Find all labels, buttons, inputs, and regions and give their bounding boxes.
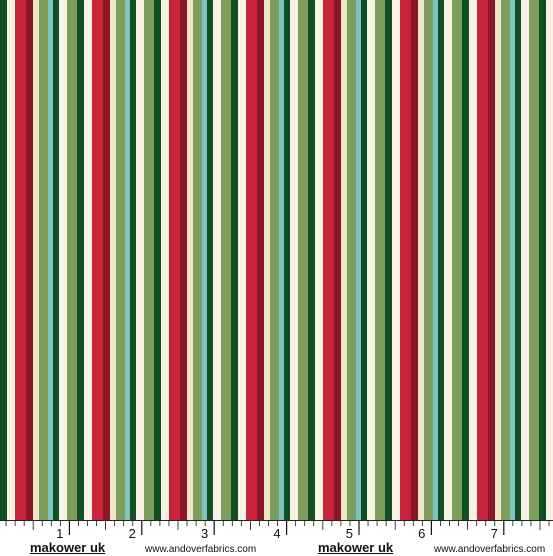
brand-label-right: makower uk [318, 540, 394, 555]
stripe [452, 0, 462, 520]
stripe [279, 0, 284, 520]
stripe [202, 0, 207, 520]
ruler-number: 2 [129, 526, 136, 541]
stripe [136, 0, 144, 520]
stripe [515, 0, 521, 520]
stripe [246, 0, 257, 520]
stripe [477, 0, 488, 520]
stripe [356, 0, 361, 520]
stripe [77, 0, 84, 520]
stripe [7, 0, 15, 520]
stripe-pattern [0, 0, 553, 520]
stripe [257, 0, 264, 520]
stripe [33, 0, 39, 520]
stripe [418, 0, 424, 520]
stripe [462, 0, 469, 520]
stripe [308, 0, 315, 520]
ruler-number: 4 [273, 526, 280, 541]
ruler-ticks: 1 2 3 4 5 6 7 [5, 521, 550, 541]
stripe [284, 0, 290, 520]
stripe [367, 0, 375, 520]
stripe [347, 0, 356, 520]
stripe [433, 0, 438, 520]
stripe [0, 0, 7, 520]
stripe [39, 0, 48, 520]
stripe [529, 0, 539, 520]
stripe [341, 0, 347, 520]
stripe [180, 0, 187, 520]
stripe [110, 0, 116, 520]
stripe [539, 0, 546, 520]
stripe [193, 0, 202, 520]
stripe [187, 0, 193, 520]
stripe [154, 0, 161, 520]
ruler-number: 7 [491, 526, 498, 541]
stripe [26, 0, 33, 520]
stripe [84, 0, 92, 520]
ruler-number: 3 [201, 526, 208, 541]
stripe [375, 0, 385, 520]
stripe [411, 0, 418, 520]
stripe [207, 0, 213, 520]
stripe [213, 0, 221, 520]
stripe [48, 0, 53, 520]
stripe [323, 0, 334, 520]
stripe [67, 0, 77, 520]
brand-label-left: makower uk [30, 540, 106, 555]
stripe [238, 0, 246, 520]
stripe [103, 0, 110, 520]
stripe [546, 0, 553, 520]
stripe [521, 0, 529, 520]
stripe [501, 0, 510, 520]
stripe [424, 0, 433, 520]
stripe [15, 0, 26, 520]
stripe [438, 0, 444, 520]
stripe [334, 0, 341, 520]
measurement-ruler: 1 2 3 4 5 6 7 makower uk www.andoverfabrics.co… [0, 520, 553, 555]
stripe [495, 0, 501, 520]
stripe [59, 0, 67, 520]
fabric-swatch [0, 0, 553, 520]
stripe [400, 0, 411, 520]
stripe [510, 0, 515, 520]
stripe [169, 0, 180, 520]
stripe [161, 0, 169, 520]
stripe [298, 0, 308, 520]
stripe [315, 0, 323, 520]
stripe [469, 0, 477, 520]
ruler-number: 1 [56, 526, 63, 541]
stripe [231, 0, 238, 520]
stripe [130, 0, 136, 520]
stripe [444, 0, 452, 520]
stripe [264, 0, 270, 520]
website-label-left: www.andoverfabrics.com [145, 544, 257, 555]
ruler-number: 6 [418, 526, 425, 541]
stripe [92, 0, 103, 520]
stripe [392, 0, 400, 520]
stripe [125, 0, 130, 520]
stripe [290, 0, 298, 520]
stripe [144, 0, 154, 520]
stripe [53, 0, 59, 520]
stripe [385, 0, 392, 520]
stripe [221, 0, 231, 520]
stripe [116, 0, 125, 520]
ruler-number: 5 [346, 526, 353, 541]
stripe [488, 0, 495, 520]
stripe [270, 0, 279, 520]
stripe [361, 0, 367, 520]
website-label-right: www.andoverfabrics.com [434, 544, 546, 555]
